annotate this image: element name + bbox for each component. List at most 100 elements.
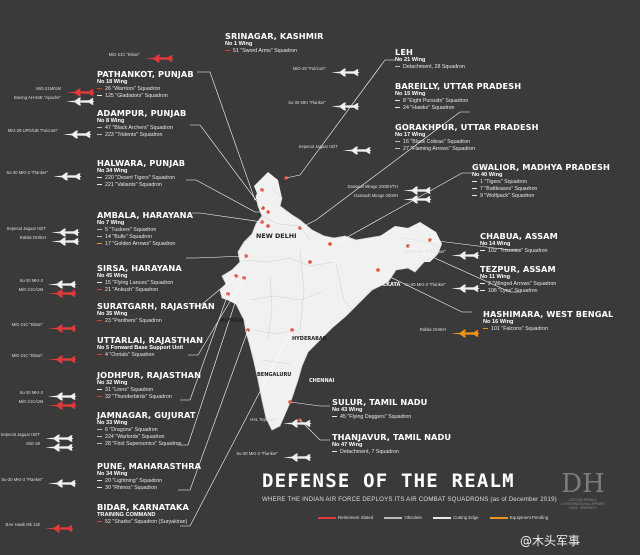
legend-retired: Retirement Slated xyxy=(318,515,373,520)
jet-icon xyxy=(282,449,312,467)
aircraft-label: MiG-29 "Fulcrum" xyxy=(293,66,326,71)
squadron-line: 45 "Flying Daggers" Squadron xyxy=(332,414,427,421)
legend-swatch xyxy=(384,516,403,520)
squadron-label: 45 "Flying Daggers" Squadron xyxy=(340,414,412,420)
status-stripe xyxy=(97,288,102,291)
squadron-label: 7 "Battleaxes" Squadron xyxy=(480,186,538,192)
jet-icon xyxy=(65,93,95,111)
status-stripe xyxy=(97,388,102,391)
deccan-herald-logo: DH DECCAN HERALD IN INTERNATIONAL AFFAIR… xyxy=(560,470,606,510)
squadron-line: 224 "Warlords" Squadron xyxy=(97,434,196,441)
base-wing: No 14 Wing xyxy=(480,241,511,247)
aircraft-label: MiG-21C/UM xyxy=(18,287,43,292)
base-chabua: CHABUA, ASSAM No 14 Wing 102 "Trisonics" S… xyxy=(480,231,558,255)
aircraft-label: Su-30 MKI-3 xyxy=(19,278,43,283)
base-title: SIRSA, HARAYANA xyxy=(97,263,182,273)
squadron-label: 224 "Warlords" Squadron xyxy=(105,434,165,440)
status-stripe xyxy=(97,428,102,431)
base-title: HASHIMARA, WEST BENGAL xyxy=(483,309,614,319)
squadron-line: 223 "Tridents" Squadron xyxy=(97,132,186,139)
squadron-line: 9 "Wolfpack" Squadron xyxy=(472,193,610,200)
squadron-label: 23 "Panthers" Squadron xyxy=(105,318,162,324)
squadron-label: 24 "Hawks" Squadron xyxy=(403,105,455,111)
base-wing: No 5 Forward Base Support Unit xyxy=(97,345,184,351)
status-stripe xyxy=(97,126,102,129)
squadron-line: 20 "Lightning" Squadron xyxy=(97,478,201,485)
squadron-line: 21 "Ankush" Squadron xyxy=(97,287,182,294)
base-wing: No 8 Wing xyxy=(97,118,125,124)
base-bareilly: BAREILLY, UTTAR PRADESH No 15 Wing 8 "Eigh… xyxy=(395,81,521,112)
jet-icon xyxy=(62,126,92,144)
squadron-line: 26 "Warriors" Squadron xyxy=(97,86,194,93)
squadron-label: 47 "Black Archers" Squadron xyxy=(105,125,173,131)
jet-icon xyxy=(44,520,74,538)
squadron-label: 31 "Lions" Squadron xyxy=(105,387,154,393)
squadron-line: 6 "Dragons" Squadron xyxy=(97,427,196,434)
status-stripe xyxy=(97,281,102,284)
squadron-label: 223 "Tridents" Squadron xyxy=(105,132,163,138)
aircraft-label: Rafale DH/EH xyxy=(419,327,446,332)
status-stripe xyxy=(97,435,102,438)
base-wing: No 11 Wing xyxy=(480,274,511,280)
jet-icon xyxy=(450,280,480,298)
base-wing: No 34 Wing xyxy=(97,471,128,477)
jet-icon xyxy=(47,276,77,294)
jet-icon xyxy=(47,388,77,406)
aircraft-label: Rafale DH/EH xyxy=(19,235,46,240)
aircraft-label: Su-30 MKI-3 "Flanker" xyxy=(404,282,446,287)
base-title: JODHPUR, RAJASTHAN xyxy=(97,370,202,380)
base-wing: No 7 Wing xyxy=(97,220,125,226)
squadron-label: 8 "Eight Pursuits" Squadron xyxy=(403,98,469,104)
legend-obsolete: Obsolete xyxy=(384,515,422,520)
city-bengaluru: BENGALURU xyxy=(257,372,292,378)
squadron-label: 51 "Sword Arms" Squadron xyxy=(233,48,298,54)
base-ambala: AMBALA, HARAYANA No 7 Wing 5 "Tuskers" Squ… xyxy=(97,210,193,248)
squadron-line: 16 "Black Cobras" Squadron xyxy=(395,139,539,146)
city-new-delhi: NEW DELHI xyxy=(256,232,297,240)
watermark: @木头军事 xyxy=(520,534,581,548)
base-title: THANJAVUR, TAMIL NADU xyxy=(332,432,452,442)
aircraft-label: Boeing AH-64E "Apache" xyxy=(14,95,61,100)
squadron-label: 21 "Ankush" Squadron xyxy=(105,287,159,293)
status-stripe xyxy=(97,395,102,398)
base-wing: No 47 Wing xyxy=(332,442,363,448)
status-stripe xyxy=(332,450,337,453)
aircraft-label: MiG-21C/UM xyxy=(18,399,43,404)
base-jodhpur: JODHPUR, RAJASTHAN No 32 Wing 31 "Lions" S… xyxy=(97,370,201,401)
aircraft-label: Su-30 MKI "Flanker" xyxy=(288,100,326,105)
squadron-line: 101 "Falcons" Squadron xyxy=(483,326,613,333)
base-wing: No 17 Wing xyxy=(395,132,426,138)
jet-icon xyxy=(450,247,480,265)
squadron-line: 7 "Battleaxes" Squadron xyxy=(472,186,610,193)
squadron-label: 101 "Falcons" Squadron xyxy=(491,326,549,332)
squadron-line: 106 "Lynx" Squadron xyxy=(480,288,556,295)
squadron-line: 32 "Thunderbirds" Squadron xyxy=(97,394,201,401)
squadron-line: 220 "Desert Tigers" Squadron xyxy=(97,175,185,182)
squadron-label: 27 "Flaming Arrows" Squadron xyxy=(403,146,476,152)
status-stripe xyxy=(97,87,102,90)
aircraft-label: MiG-21C "Bison" xyxy=(11,353,43,358)
india-outline xyxy=(219,184,439,431)
base-title: SRINAGAR, KASHMIR xyxy=(225,31,324,41)
squadron-label: 5 "Tuskers" Squadron xyxy=(105,227,157,233)
jet-icon xyxy=(402,191,432,209)
squadron-label: 4 "Oorials" Squadron xyxy=(105,352,155,358)
aircraft-label: MiG-21C "Bison" xyxy=(11,322,43,327)
base-title: LEH xyxy=(395,47,413,57)
base-title: HALWARA, PUNJAB xyxy=(97,158,186,168)
squadron-label: 1 "Tigers" Squadron xyxy=(480,179,528,185)
squadron-label: 125 "Gladiators" Squadron xyxy=(105,93,168,99)
base-title: UTTARLAI, RAJASTHAN xyxy=(97,335,204,345)
status-stripe xyxy=(97,176,102,179)
squadron-label: 28 "First Supersonics" Squadron xyxy=(105,441,182,447)
status-stripe xyxy=(472,187,477,190)
base-bidar: BIDAR, KARNATAKA TRAINING COMMAND 52 "Shar… xyxy=(97,502,189,526)
aircraft-label: Su-30 MKI-3 xyxy=(19,390,43,395)
aircraft-label: Su-30 MKI-3 "Flanker" xyxy=(236,451,278,456)
base-wing: No 34 Wing xyxy=(97,168,128,174)
base-title: GWALIOR, MADHYA PRADESH xyxy=(472,162,610,172)
status-stripe xyxy=(97,479,102,482)
logo-line1: DECCAN HERALD xyxy=(569,498,597,502)
legend-swatch xyxy=(489,516,508,520)
status-stripe xyxy=(97,235,102,238)
